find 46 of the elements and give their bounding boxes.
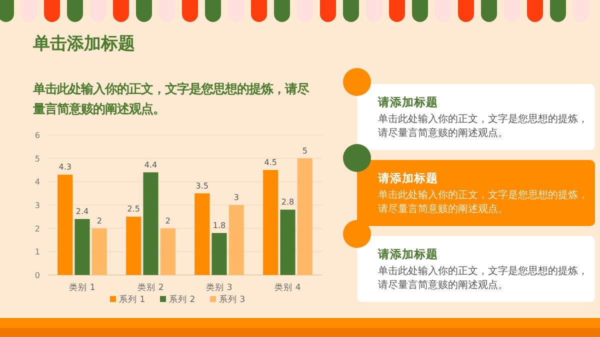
- text: 单击此处输入你的正文，文字是您思想的提炼，请尽量言简意赅的阐述观点。: [378, 189, 588, 215]
- data-label: 4.5: [264, 158, 277, 167]
- y-tick-label: 1: [34, 248, 40, 257]
- x-tick-label: 类别 1: [69, 282, 96, 293]
- y-tick-label: 6: [34, 131, 40, 140]
- data-label: 3.5: [196, 181, 208, 190]
- bar: [194, 193, 210, 275]
- text: 单击此处输入你的正文，文字是您思想的提炼，请尽量言简意赅的阐述观点。: [378, 265, 588, 291]
- bar: [92, 228, 107, 275]
- x-tick-label: 类别 4: [274, 282, 301, 293]
- text: 单击此处输入你的正文，文字是您思想的提炼，请尽量言简意赅的阐述观点。: [378, 113, 588, 139]
- data-label: 2: [165, 216, 170, 226]
- legend-label: 系列 1: [119, 294, 146, 305]
- data-label: 2.8: [281, 198, 294, 207]
- legend-label: 系列 2: [169, 294, 196, 305]
- y-tick-label: 3: [34, 201, 40, 210]
- data-label: 4.4: [144, 160, 158, 170]
- data-label: 2.5: [127, 204, 140, 214]
- text: 请添加标题: [377, 171, 438, 185]
- y-tick-label: 5: [34, 154, 40, 164]
- data-label: 3: [234, 193, 239, 202]
- data-label: 2: [96, 216, 102, 226]
- chart-subtitle: 单击此处输入你的正文，文字是您思想的提炼，请尽量言简意赅的阐述观点。: [32, 82, 310, 116]
- y-tick-label: 2: [34, 224, 40, 234]
- y-tick-label: 4: [34, 178, 40, 187]
- text: 请添加标题: [377, 247, 438, 261]
- bar: [263, 170, 278, 275]
- data-label: 2.4: [76, 207, 89, 216]
- bar: [58, 174, 73, 275]
- bar: [126, 216, 142, 275]
- bar: [280, 210, 296, 275]
- bar: [212, 233, 227, 275]
- text: 请添加标题: [377, 95, 438, 109]
- chart-title: 单击添加标题: [32, 34, 135, 54]
- y-tick-label: 0: [34, 271, 40, 280]
- data-label: 1.8: [212, 221, 226, 230]
- bar: [228, 205, 244, 275]
- legend-label: 系列 3: [219, 294, 246, 305]
- data-label: 4.3: [58, 162, 72, 172]
- data-label: 5: [302, 146, 308, 156]
- bar: [74, 219, 90, 275]
- x-tick-label: 类别 2: [138, 282, 164, 293]
- x-tick-label: 类别 3: [206, 282, 232, 293]
- bar: [160, 228, 176, 275]
- bar: [143, 172, 158, 275]
- bar: [297, 158, 312, 275]
